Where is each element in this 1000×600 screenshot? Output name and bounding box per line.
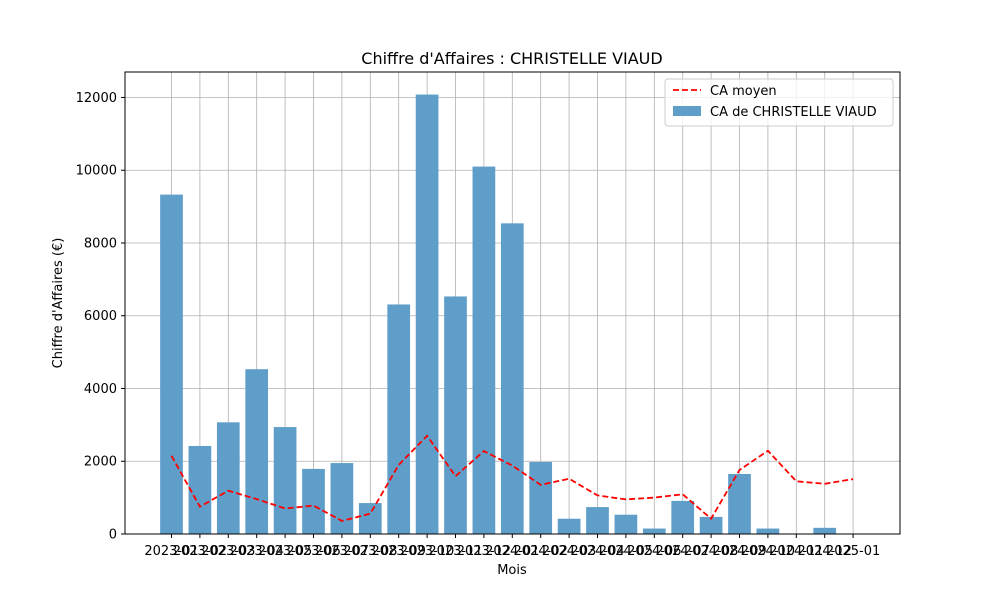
bar <box>387 304 411 534</box>
bar <box>330 463 354 534</box>
x-tick-label: 2023-07 <box>315 544 369 559</box>
bar <box>160 194 183 535</box>
x-tick-label: 2024-01 <box>485 544 539 559</box>
x-axis-label: Mois <box>497 563 527 578</box>
x-tick-label: 2023-11 <box>428 544 482 559</box>
x-tick-label: 2024-04 <box>570 544 624 559</box>
x-tick-label: 2024-07 <box>656 544 710 559</box>
bars <box>160 94 837 535</box>
bar <box>529 461 553 534</box>
average-line-path <box>170 434 854 522</box>
legend: CA moyen CA de CHRISTELLE VIAUD <box>664 78 894 127</box>
legend-bar-swatch <box>673 106 701 116</box>
legend-label-average: CA moyen <box>710 84 777 99</box>
chart-title: Chiffre d'Affaires : CHRISTELLE VIAUD <box>361 49 662 68</box>
x-tick-label: 2023-03 <box>201 544 255 559</box>
x-tick-label: 2023-12 <box>457 544 511 559</box>
bar <box>500 223 524 535</box>
x-tick-label: 2023-06 <box>286 544 340 559</box>
y-tick-label: 2000 <box>84 455 117 470</box>
bar <box>245 369 269 534</box>
bar <box>273 427 297 534</box>
y-tick-label: 4000 <box>84 382 117 397</box>
bar <box>358 503 382 534</box>
y-tick-label: 6000 <box>84 309 117 324</box>
x-tick-label: 2023-05 <box>258 544 312 559</box>
bar <box>415 94 439 535</box>
x-tick-label: 2025-01 <box>826 544 880 559</box>
x-tick-label: 2023-09 <box>372 544 426 559</box>
bar <box>728 473 751 534</box>
legend-label-bars: CA de CHRISTELLE VIAUD <box>710 105 877 120</box>
x-tick-label: 2024-11 <box>769 544 823 559</box>
x-tick-label: 2024-05 <box>599 544 653 559</box>
x-tick-label: 2024-10 <box>741 544 795 559</box>
x-tick-label: 2024-03 <box>542 544 596 559</box>
x-tick-label: 2023-02 <box>173 544 227 559</box>
bar <box>302 468 325 534</box>
bar <box>444 296 467 534</box>
y-tick-label: 12000 <box>76 91 117 106</box>
y-tick-label: 0 <box>109 528 117 543</box>
x-tick-label: 2023-01 <box>144 544 198 559</box>
bar <box>188 445 212 534</box>
bar <box>699 516 723 534</box>
x-tick-label: 2024-09 <box>712 544 766 559</box>
y-tick-label: 8000 <box>84 236 117 251</box>
legend-box <box>664 78 894 127</box>
x-tick-label: 2024-12 <box>798 544 852 559</box>
y-axis-ticks: 0 2000 4000 6000 8000 10000 12000 <box>76 91 125 543</box>
x-tick-label: 2023-08 <box>343 544 397 559</box>
x-tick-label: 2023-10 <box>400 544 454 559</box>
y-tick-label: 10000 <box>76 164 117 179</box>
bar <box>671 500 695 534</box>
x-axis-ticks: 2023-012023-022023-032023-042023-052023-… <box>144 534 880 559</box>
bar <box>614 514 638 534</box>
average-line <box>170 434 854 522</box>
bar <box>586 507 609 534</box>
bar <box>756 528 780 534</box>
bar <box>216 422 240 534</box>
bar <box>472 166 496 534</box>
y-axis-label: Chiffre d'Affaires (€) <box>51 238 66 369</box>
bar <box>813 527 837 534</box>
x-tick-label: 2024-08 <box>684 544 738 559</box>
x-tick-label: 2024-06 <box>627 544 681 559</box>
x-tick-label: 2023-04 <box>230 544 284 559</box>
bar <box>642 528 666 534</box>
bar <box>557 518 581 534</box>
x-tick-label: 2024-02 <box>514 544 568 559</box>
